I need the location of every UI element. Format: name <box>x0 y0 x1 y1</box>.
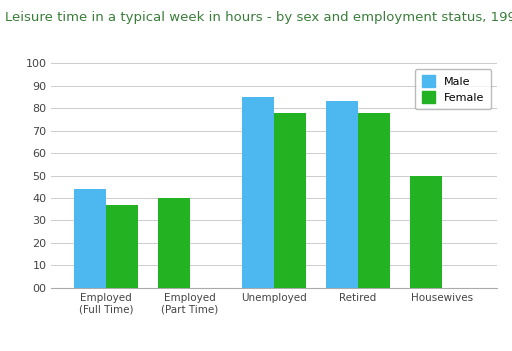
Bar <box>242 97 274 288</box>
Legend: Male, Female: Male, Female <box>415 69 491 110</box>
Bar <box>326 101 358 288</box>
Text: Leisure time in a typical week in hours - by sex and employment status, 1998-99.: Leisure time in a typical week in hours … <box>5 11 512 24</box>
Bar <box>74 189 106 288</box>
Bar <box>274 113 306 288</box>
Bar <box>158 198 190 288</box>
Bar <box>410 176 442 288</box>
Bar <box>358 113 390 288</box>
Bar <box>106 205 138 288</box>
